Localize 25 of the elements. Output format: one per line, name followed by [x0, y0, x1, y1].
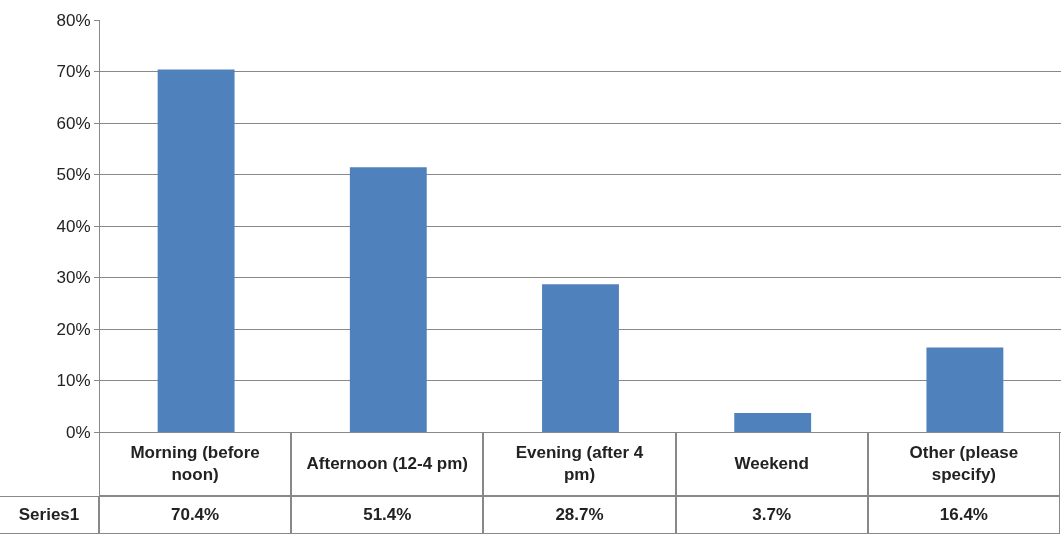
y-tick-label: 50% [56, 165, 91, 185]
x-tick-label: Evening (after 4 pm) [514, 441, 645, 486]
y-tick-label: 80% [56, 10, 91, 30]
y-tick-label: 0% [66, 422, 91, 442]
bar [926, 347, 1004, 432]
data-label: 51.4% [363, 503, 412, 526]
bar [349, 167, 427, 432]
y-tick-label: 70% [56, 62, 91, 82]
y-tick-label: 30% [56, 268, 91, 288]
bar [542, 284, 619, 432]
x-tick-label: Afternoon (12-4 pm) [306, 452, 469, 475]
data-label: 16.4% [939, 503, 988, 526]
x-tick-label: Other (please specify) [908, 441, 1020, 486]
text: Series1 [18, 503, 80, 526]
data-label: 70.4% [170, 503, 220, 526]
y-tick-label: 10% [56, 371, 91, 391]
data-label: 3.7% [752, 503, 792, 526]
x-tick-label: Weekend [734, 452, 809, 475]
bar [157, 69, 235, 432]
y-tick-label: 20% [56, 319, 91, 339]
y-tick-label: 60% [56, 113, 91, 133]
x-tick-label: Morning (before noon) [129, 441, 261, 486]
y-tick-label: 40% [56, 216, 91, 236]
bar [734, 412, 812, 432]
data-label: 28.7% [555, 503, 604, 526]
